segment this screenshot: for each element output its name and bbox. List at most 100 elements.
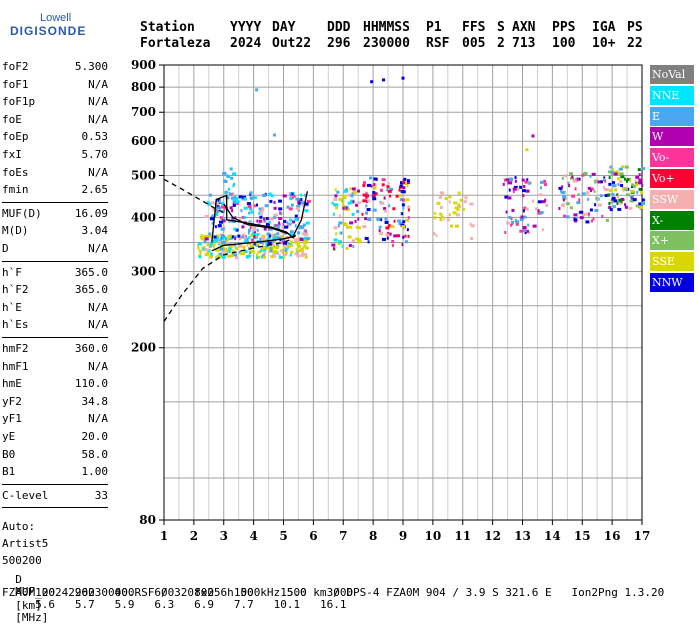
echo-point — [469, 222, 472, 226]
echo-point — [611, 167, 614, 171]
echo-point — [297, 208, 300, 212]
echo-point — [510, 220, 514, 224]
hdr-labels-cell: DAY — [272, 20, 296, 35]
echo-point — [401, 198, 405, 202]
echo-point — [282, 194, 287, 198]
echo-point-isolated — [525, 148, 529, 152]
logo-digisonde: DIGISONDE — [10, 24, 87, 38]
echo-point — [331, 201, 334, 205]
param-key: hmF1 — [2, 359, 29, 373]
param-row: foF2 5.300 — [2, 59, 108, 75]
x-tick-label: 17 — [634, 529, 651, 543]
echo-point — [624, 203, 627, 207]
legend-e: E — [650, 106, 694, 126]
echo-point — [371, 194, 376, 198]
echo-point — [229, 234, 232, 238]
echo-point — [403, 177, 407, 181]
param-row: C-level 33 — [2, 488, 108, 504]
echo-point — [613, 172, 618, 176]
echo-point — [444, 197, 448, 201]
echo-point — [294, 224, 297, 228]
echo-point — [469, 202, 474, 206]
echo-point — [564, 174, 568, 178]
echo-point — [260, 237, 263, 241]
echo-point — [284, 251, 287, 255]
echo-point — [383, 207, 387, 211]
legend-nne: NNE — [650, 85, 694, 105]
echo-point — [608, 188, 613, 192]
echo-point — [605, 218, 609, 222]
echo-point — [302, 240, 307, 244]
d-vals-cell: 3000 — [306, 586, 354, 599]
echo-point — [261, 234, 266, 238]
echo-point — [618, 198, 622, 202]
echo-point — [219, 237, 224, 241]
echo-point — [378, 229, 381, 233]
echo-point — [378, 225, 382, 229]
echo-point — [243, 215, 247, 219]
hdr-labels-cell: YYYY — [230, 20, 262, 35]
echo-point — [525, 207, 529, 211]
y-tick-label: 400 — [131, 210, 156, 224]
echo-point — [274, 233, 277, 237]
echo-point — [290, 203, 294, 207]
echo-point — [230, 196, 235, 200]
echo-point — [573, 218, 578, 222]
echo-point — [614, 188, 618, 192]
echo-point — [272, 236, 275, 240]
echo-point — [342, 194, 346, 198]
echo-point — [231, 235, 234, 239]
echo-point — [523, 184, 526, 188]
echo-point — [242, 245, 245, 249]
hdr-values-cell: 10+ — [592, 36, 616, 51]
echo-point — [268, 192, 271, 196]
echo-point — [273, 224, 276, 228]
echo-point — [258, 207, 263, 211]
echo-point — [231, 172, 236, 176]
echo-point — [439, 217, 443, 221]
echo-point — [275, 245, 280, 249]
echo-point — [357, 217, 360, 221]
param-key: D — [2, 242, 9, 255]
echo-point — [226, 249, 231, 253]
echo-point — [341, 204, 345, 208]
echo-point — [616, 201, 619, 205]
echo-point — [365, 194, 370, 198]
echo-point — [255, 253, 258, 257]
echo-point — [630, 197, 633, 201]
echo-point — [362, 193, 366, 197]
echo-point — [217, 206, 222, 210]
echo-point — [271, 246, 274, 250]
param-row: h`F 365.0 — [2, 265, 108, 281]
echo-point — [639, 180, 642, 184]
echo-point — [243, 245, 246, 249]
echo-point — [611, 181, 615, 185]
param-key: foF1 — [2, 77, 29, 91]
param-value: N/A — [88, 95, 108, 109]
echo-point — [526, 178, 529, 182]
echo-point — [283, 245, 288, 249]
echo-point — [356, 201, 361, 205]
echo-point — [304, 209, 309, 213]
echo-point — [278, 207, 283, 211]
param-value: 110.0 — [74, 377, 108, 391]
echo-point — [289, 233, 293, 237]
echo-point — [271, 254, 276, 258]
param-row: h`F2 365.0 — [2, 282, 108, 298]
param-key: yF1 — [2, 412, 22, 426]
echo-point — [587, 212, 590, 216]
footer-info: FZA0M_2024296230000.RSF / 320fx256h 50 k… — [2, 586, 665, 599]
param-value: N/A — [88, 359, 108, 373]
echo-point — [583, 171, 588, 175]
echo-point — [304, 233, 309, 237]
echo-point — [372, 208, 377, 212]
param-key: M(D) — [2, 224, 29, 238]
echo-point — [247, 204, 252, 208]
echo-point — [504, 231, 507, 235]
echo-point — [380, 218, 383, 222]
param-value: N/A — [88, 112, 108, 126]
echo-point — [208, 193, 212, 197]
echo-point — [345, 246, 349, 250]
echo-point — [604, 188, 609, 192]
echo-point — [331, 243, 336, 247]
